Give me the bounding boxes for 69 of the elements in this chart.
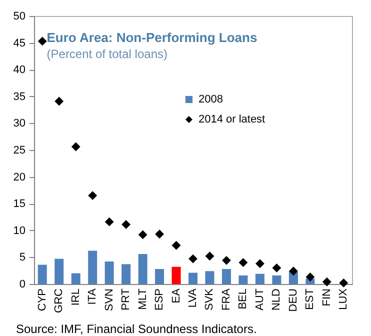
x-tick-label: GRC	[53, 288, 66, 313]
x-tick-label: EST	[304, 288, 316, 310]
bar	[104, 261, 114, 284]
x-tick-label: ITA	[86, 288, 99, 305]
x-tick-label: FIN	[320, 288, 333, 306]
x-tick-label: EA	[170, 288, 182, 304]
bar	[238, 275, 248, 284]
bar	[205, 271, 214, 284]
bar	[122, 264, 131, 284]
point	[104, 217, 114, 226]
point	[238, 258, 248, 268]
point	[138, 230, 148, 240]
point	[205, 252, 214, 261]
point	[288, 266, 298, 276]
x-tick-label: CYP	[36, 288, 48, 312]
bar	[54, 258, 64, 284]
y-tick-label: 40	[13, 64, 26, 76]
x-tick-label: SVN	[103, 288, 116, 312]
point	[172, 240, 181, 250]
point	[272, 263, 282, 272]
x-tick-label: LUX	[338, 288, 350, 310]
point	[54, 96, 64, 106]
x-tick-label: AUT	[254, 288, 266, 310]
text: Euro Area: Non-Performing Loans	[46, 30, 258, 45]
text: (Percent of total loans)	[46, 47, 168, 61]
point	[222, 256, 231, 265]
y-tick-label: 25	[13, 144, 26, 156]
bar	[172, 266, 181, 284]
point	[339, 278, 348, 288]
bar	[222, 268, 231, 284]
y-tick-label: 45	[13, 37, 26, 50]
point	[188, 254, 198, 264]
point	[122, 220, 131, 229]
y-tick-label: 5	[19, 252, 26, 264]
bar	[188, 272, 198, 284]
x-tick-label: PRT	[120, 288, 132, 310]
source-note: Source: IMF, Financial Soundness Indicators.	[16, 322, 257, 336]
point	[38, 36, 47, 46]
y-tick-label: 10	[13, 224, 26, 237]
y-tick-label: 20	[13, 171, 26, 184]
x-tick-label: SVK	[204, 288, 216, 311]
bar	[155, 268, 164, 284]
y-tick-label: 50	[13, 10, 26, 22]
point	[255, 259, 264, 268]
y-tick-label: 0	[19, 278, 26, 290]
point	[306, 272, 315, 282]
bar	[272, 275, 282, 284]
legend-label: 2008	[198, 94, 223, 106]
x-tick-label: ESP	[154, 288, 166, 311]
x-tick-label: NLD	[270, 288, 283, 311]
bar	[38, 264, 47, 284]
x-tick-label: BEL	[237, 288, 250, 310]
bar	[138, 254, 148, 284]
bar	[88, 250, 98, 284]
bar	[255, 274, 264, 284]
x-tick-label: DEU	[287, 288, 300, 312]
y-tick-label: 30	[13, 118, 26, 130]
x-tick-label: MLT	[136, 288, 149, 310]
point	[322, 277, 332, 286]
legend-label: 2014 or latest	[198, 114, 266, 126]
point	[71, 142, 80, 152]
bar	[71, 273, 80, 284]
x-tick-label: IRL	[70, 288, 82, 306]
point	[155, 230, 164, 239]
y-tick-label: 15	[13, 198, 26, 210]
x-tick-label: FRA	[220, 288, 232, 310]
y-tick-label: 35	[13, 90, 26, 103]
point	[88, 191, 98, 200]
x-tick-label: LVA	[187, 288, 199, 308]
